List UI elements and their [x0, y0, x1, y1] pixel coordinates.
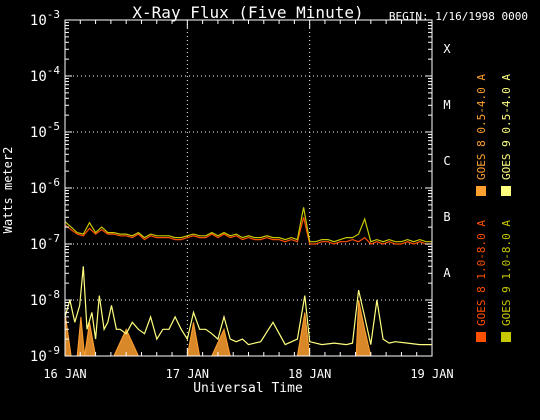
x-tick-label: 19 JAN — [410, 367, 453, 381]
legend-swatch — [501, 332, 511, 342]
y-tick-label: 10-9 — [30, 344, 60, 365]
flare-class-label: M — [443, 98, 450, 112]
y-tick-label: 10-5 — [30, 120, 60, 141]
legend-swatch — [476, 332, 486, 342]
y-tick-labels: 10-9 10-8 10-7 10-6 10-5 10-4 10-3 — [30, 8, 60, 365]
flare-class-labels: A B C M X — [443, 42, 451, 280]
y-tick-label: 10-4 — [30, 64, 60, 85]
axis-ticks — [64, 19, 433, 357]
y-tick-label: 10-7 — [30, 232, 60, 253]
x-tick-label: 17 JAN — [166, 367, 209, 381]
x-axis-label: Universal Time — [193, 381, 303, 396]
flare-class-label: C — [443, 154, 450, 168]
flare-class-label: B — [443, 210, 450, 224]
x-tick-labels: 16 JAN 17 JAN 18 JAN 19 JAN — [43, 367, 453, 381]
series-line-3 — [64, 266, 432, 346]
y-tick-label: 10-8 — [30, 288, 60, 309]
grid-lines — [65, 20, 432, 356]
flare-class-label: A — [443, 266, 451, 280]
y-axis-label: Watts meter2 — [1, 147, 15, 234]
flare-class-label: X — [443, 42, 451, 56]
legend-label: GOES 9 0.5-4.0 A — [500, 74, 513, 180]
y-tick-label: 10-6 — [30, 176, 60, 197]
legend: GOES 8 1.0-8.0 A GOES 8 0.5-4.0 A GOES 9 1… — [475, 74, 513, 342]
x-tick-label: 16 JAN — [43, 367, 86, 381]
y-tick-label: 10-3 — [30, 8, 60, 29]
x-tick-label: 18 JAN — [288, 367, 331, 381]
series-line-0 — [64, 217, 432, 245]
legend-swatch — [501, 186, 511, 196]
legend-swatch — [476, 186, 486, 196]
begin-label: BEGIN: 1/16/1998 0000 — [389, 10, 528, 23]
series-line-2 — [64, 207, 432, 243]
legend-label: GOES 8 1.0-8.0 A — [475, 220, 488, 326]
chart-title: X-Ray Flux (Five Minute) — [132, 3, 363, 22]
legend-label: GOES 8 0.5-4.0 A — [475, 74, 488, 180]
legend-label: GOES 9 1.0-8.0 A — [500, 220, 513, 326]
